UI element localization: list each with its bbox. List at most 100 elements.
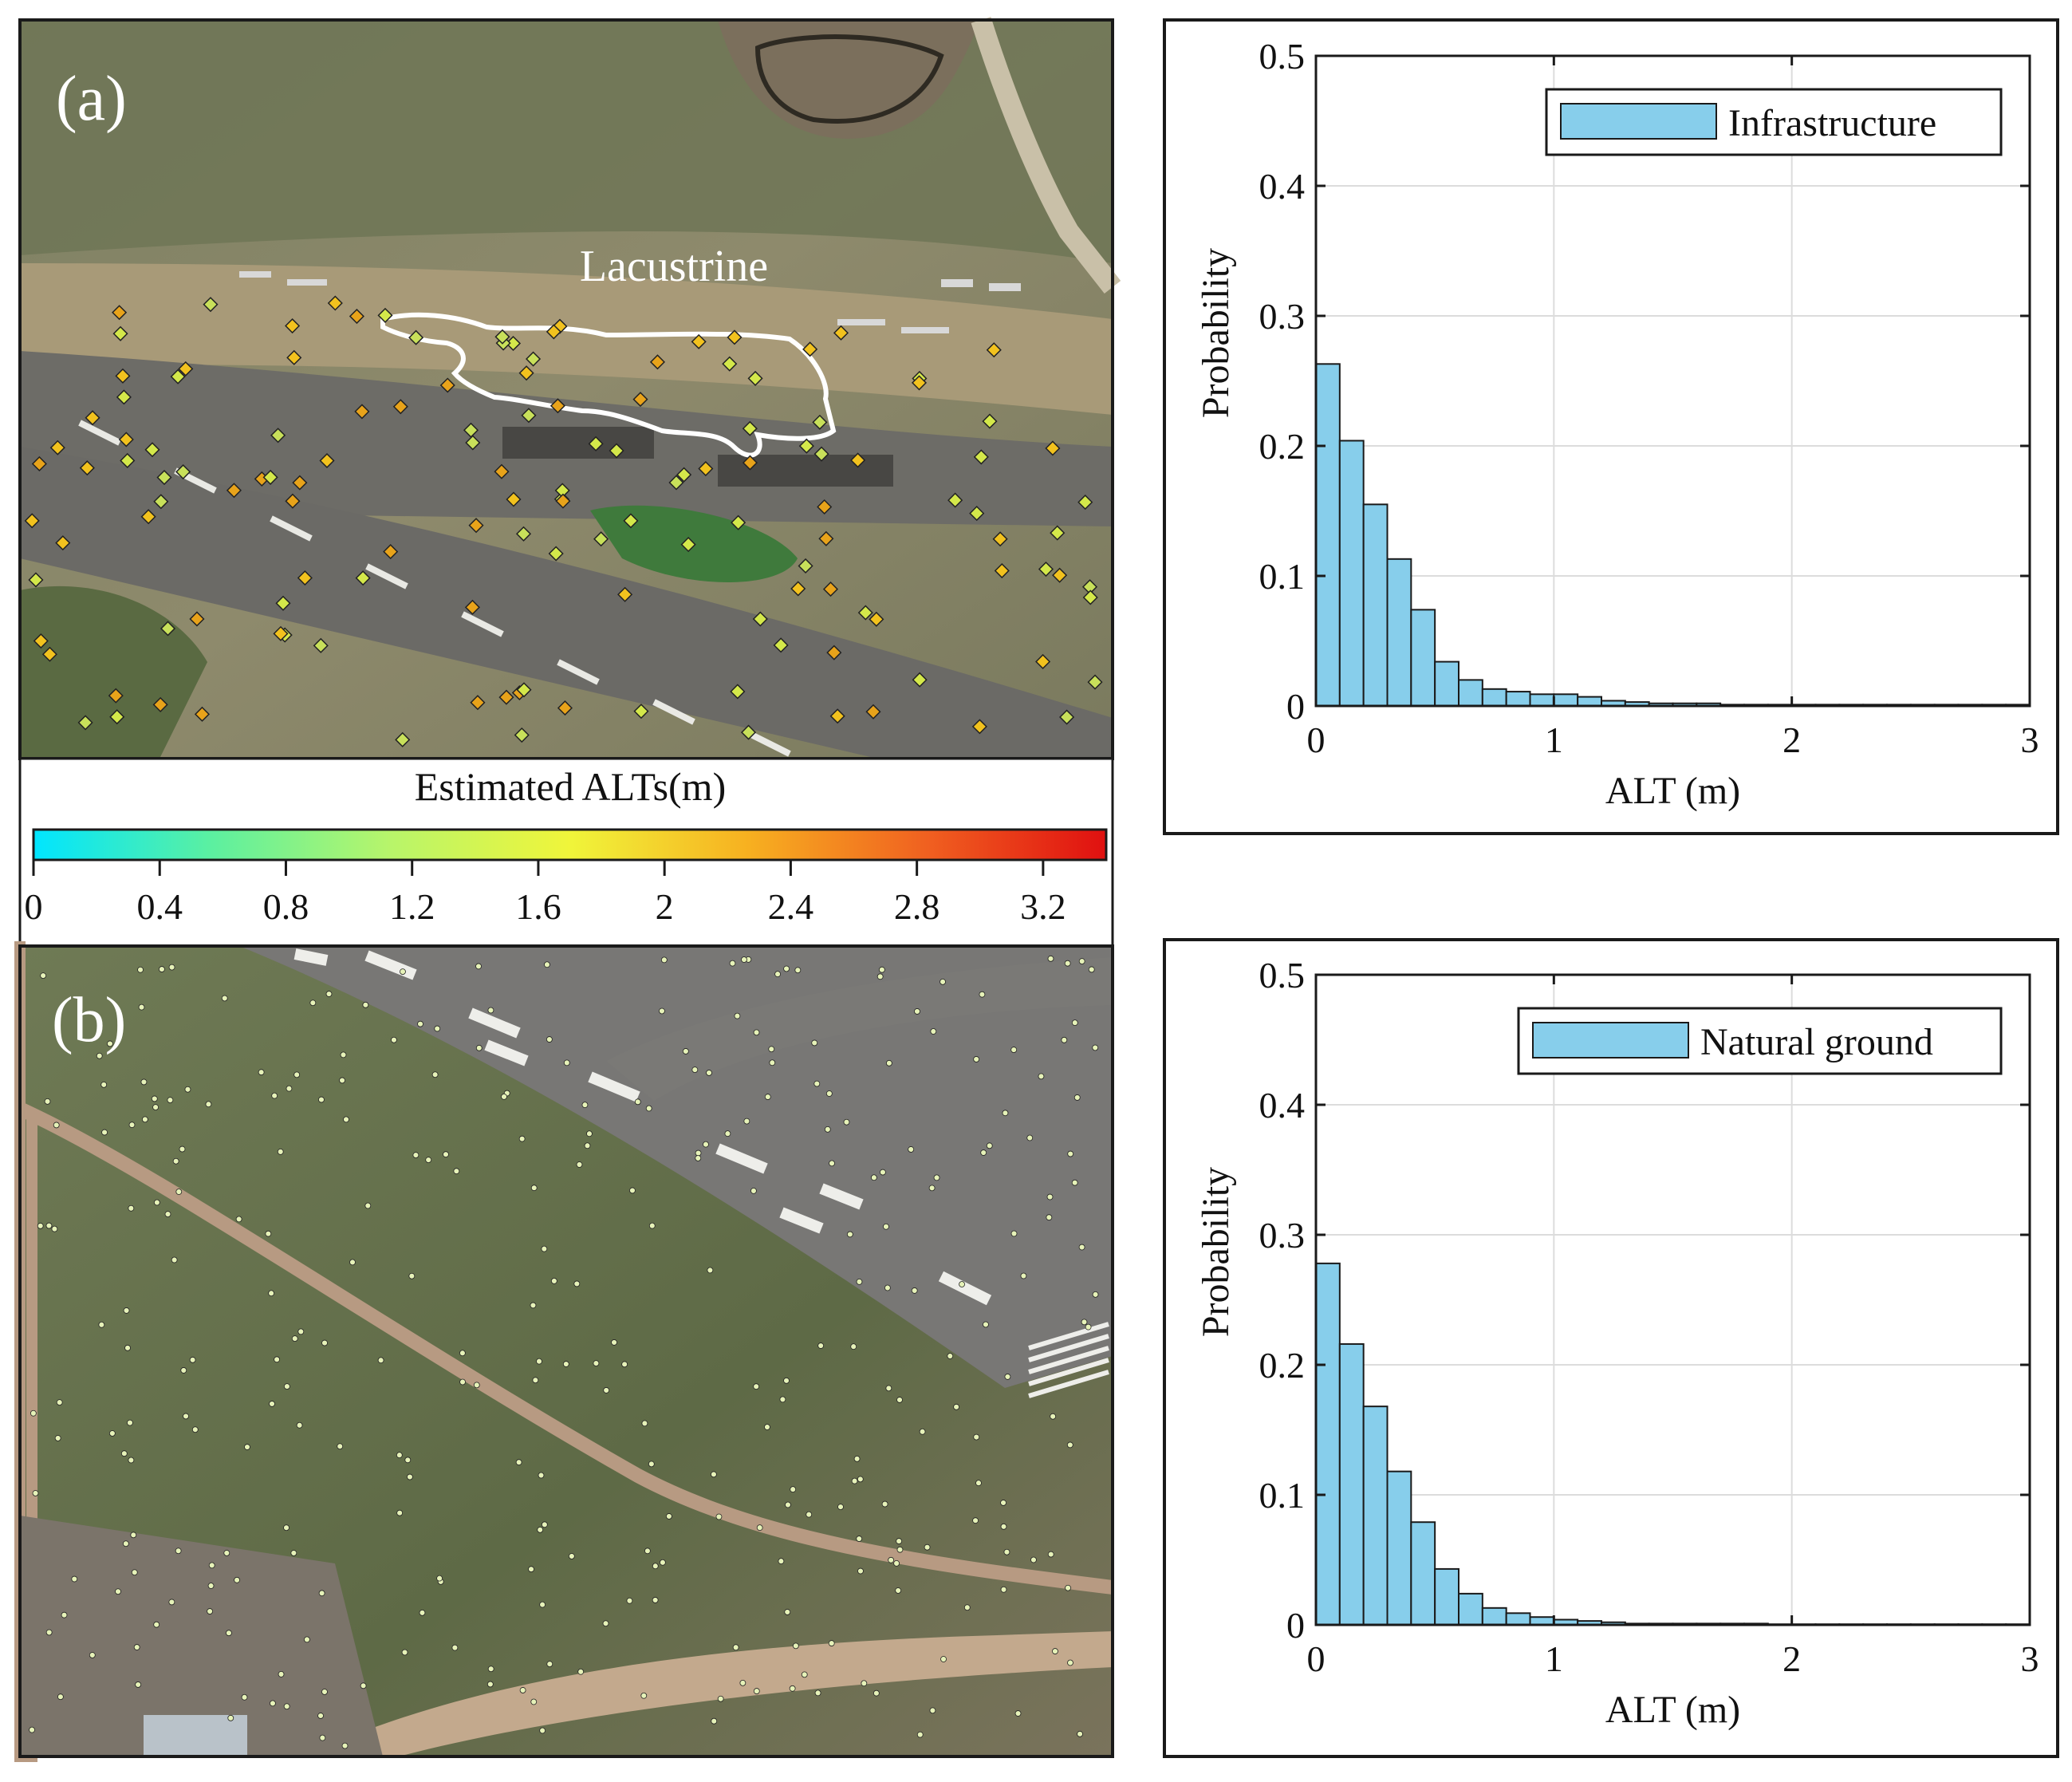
x-tick-label: 2	[1782, 720, 1801, 760]
histogram-bar	[1315, 363, 1341, 707]
sample-point-marker	[319, 1734, 326, 1741]
sample-point-marker	[734, 1012, 741, 1019]
y-tick-label: 0.3	[1259, 1215, 1306, 1256]
sample-point-marker	[37, 1222, 44, 1229]
sample-point-marker	[175, 1547, 182, 1555]
sample-point-marker	[798, 438, 814, 454]
sample-point-marker	[407, 1473, 413, 1480]
sample-point-marker	[226, 1630, 232, 1637]
y-tick-label: 0	[1286, 686, 1305, 727]
sample-point-marker	[695, 1155, 702, 1161]
sample-point-marker	[764, 1424, 770, 1430]
sample-point-marker	[313, 637, 329, 653]
sample-point-marker	[851, 1477, 858, 1484]
sample-point-marker	[498, 689, 514, 705]
sample-point-marker	[1000, 1523, 1007, 1530]
sample-point-marker	[226, 483, 242, 499]
sample-point-marker	[1092, 1044, 1099, 1051]
sample-point-marker	[811, 1039, 818, 1047]
sample-point-marker	[118, 432, 134, 447]
sample-point-marker	[668, 475, 684, 491]
sample-point-marker	[626, 1597, 633, 1604]
sample-point-marker	[159, 966, 165, 972]
sample-point-marker	[629, 1187, 636, 1194]
sample-point-marker	[283, 1703, 290, 1710]
sample-point-marker	[1073, 1094, 1081, 1101]
sample-point-marker	[756, 1524, 763, 1532]
sample-point-marker	[57, 1693, 64, 1701]
y-axis-label: Probability	[1195, 248, 1237, 418]
y-tick-label: 0.1	[1259, 1475, 1306, 1516]
lacustrine-annotation: Lacustrine	[580, 242, 768, 291]
sample-point-marker	[223, 1550, 230, 1556]
histogram-bar	[1481, 1607, 1507, 1626]
sample-point-marker	[588, 436, 604, 451]
sample-point-marker	[285, 318, 301, 334]
sample-point-marker	[1061, 1036, 1068, 1043]
sample-point-marker	[953, 1403, 960, 1410]
sample-point-marker	[1000, 1500, 1006, 1506]
sample-point-marker	[1077, 1730, 1083, 1737]
sample-point-marker	[439, 377, 455, 393]
sample-point-marker	[973, 1433, 980, 1441]
sample-point-marker	[798, 558, 813, 574]
sample-point-marker	[77, 715, 93, 731]
colorbar-gradient	[32, 828, 1108, 861]
sample-point-marker	[1071, 1179, 1078, 1186]
sample-point-marker	[391, 1036, 397, 1043]
sample-point-marker	[44, 1098, 51, 1105]
sample-point-marker	[271, 1092, 278, 1099]
sample-point-marker	[649, 354, 665, 370]
sample-point-marker	[911, 375, 928, 391]
sample-point-marker	[856, 1278, 863, 1285]
sample-point-marker	[292, 475, 308, 491]
sample-point-marker	[227, 1714, 234, 1721]
sample-point-marker	[682, 1048, 689, 1055]
sample-point-marker	[1078, 1244, 1085, 1251]
sample-point-marker	[291, 1335, 298, 1342]
sample-point-marker	[929, 1707, 936, 1714]
sample-point-marker	[505, 335, 522, 352]
sample-point-marker	[743, 1118, 750, 1125]
histogram-bar	[1386, 1470, 1412, 1626]
x-tick-label: 2	[1782, 1638, 1801, 1679]
sample-point-marker	[883, 1223, 889, 1230]
x-tick-label: 3	[2021, 720, 2039, 760]
sample-point-marker	[501, 1094, 507, 1100]
sample-point-marker	[742, 455, 758, 471]
sample-point-marker	[602, 1620, 609, 1627]
sample-point-marker	[1004, 1374, 1011, 1380]
sample-point-marker	[634, 1098, 641, 1106]
sample-point-marker	[584, 1142, 591, 1149]
sample-point-marker	[108, 688, 124, 704]
chart-frame	[1163, 938, 2059, 1758]
sample-point-marker	[828, 1640, 835, 1646]
sample-point-marker	[168, 1599, 175, 1606]
sample-point-marker	[963, 1604, 971, 1611]
sample-point-marker	[45, 1629, 53, 1636]
sample-point-marker	[742, 420, 758, 436]
sample-point-marker	[183, 1413, 189, 1420]
colorbar-tick-label: 1.2	[389, 886, 435, 927]
sample-point-marker	[550, 1277, 557, 1284]
sample-point-marker	[603, 1387, 610, 1394]
sample-point-marker	[947, 1353, 954, 1359]
sample-point-marker	[1067, 1659, 1073, 1666]
sample-point-marker	[140, 509, 156, 525]
sample-point-marker	[1000, 1586, 1007, 1593]
sample-point-marker	[884, 1284, 891, 1291]
x-tick-label: 3	[2021, 1638, 2039, 1679]
sample-point-marker	[120, 1450, 128, 1457]
sample-point-marker	[515, 1459, 522, 1466]
sample-point-marker	[167, 1097, 174, 1103]
sample-point-marker	[486, 1681, 494, 1688]
sample-point-marker	[983, 1321, 989, 1328]
sample-point-marker	[431, 1071, 439, 1078]
sample-point-marker	[96, 1052, 103, 1059]
sample-point-marker	[98, 1321, 105, 1328]
colorbar-tick-label: 2.4	[768, 886, 814, 927]
sample-point-marker	[1082, 589, 1098, 605]
histogram-bar	[1362, 1405, 1389, 1626]
legend-label: Natural ground	[1700, 1021, 1933, 1063]
sample-point-marker	[785, 1501, 791, 1508]
